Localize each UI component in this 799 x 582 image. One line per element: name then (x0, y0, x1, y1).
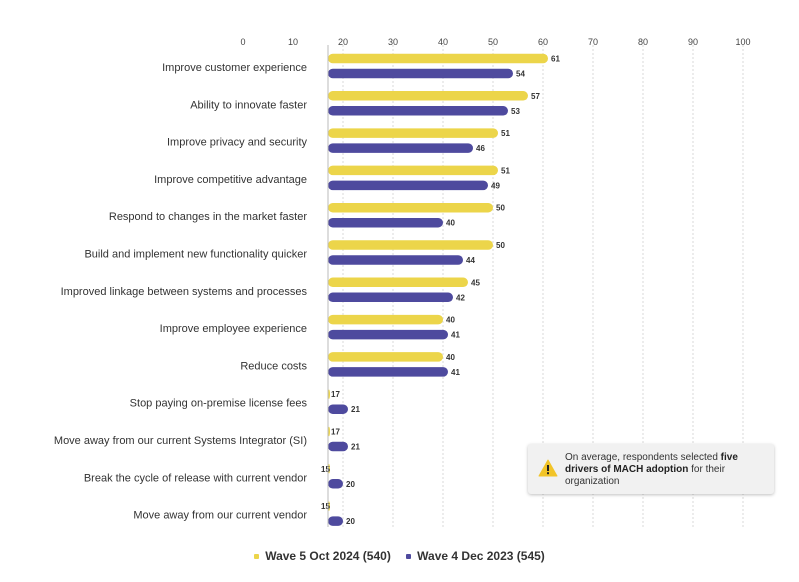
category-label: Move away from our current Systems Integ… (54, 435, 307, 447)
category-labels: Improve customer experience Ability to in… (54, 62, 308, 522)
value-label-wave4: 46 (476, 144, 485, 153)
category-label: Move away from our current vendor (133, 510, 307, 522)
legend-swatch-wave4 (406, 554, 412, 560)
category-label: Break the cycle of release with current … (84, 472, 308, 484)
warning-icon (538, 459, 558, 477)
bar-wave4 (328, 404, 348, 414)
bar-wave5 (328, 202, 493, 213)
value-label-wave5: 15 (321, 502, 330, 511)
category-label: Improve privacy and security (167, 137, 307, 149)
legend-swatch-wave5 (254, 554, 260, 560)
value-label-wave5: 50 (496, 241, 505, 250)
value-label-wave4: 44 (466, 256, 475, 265)
value-label-wave5: 45 (471, 278, 480, 287)
value-label-wave5: 17 (331, 390, 340, 399)
bar-wave4 (328, 217, 443, 228)
bar-wave5 (328, 128, 498, 138)
category-label: Stop paying on-premise license fees (130, 398, 308, 410)
value-label-wave5: 57 (531, 92, 540, 101)
legend-item-wave5: Wave 5 Oct 2024 (540) (254, 549, 391, 563)
bar-wave4 (328, 180, 488, 191)
value-label-wave4: 49 (491, 181, 500, 190)
value-label-wave5: 50 (496, 204, 505, 213)
x-tick-label: 90 (688, 37, 698, 47)
value-label-wave5: 51 (501, 129, 510, 138)
bar-wave4 (328, 329, 448, 340)
value-label-wave4: 42 (456, 293, 465, 302)
bar-wave4 (328, 367, 448, 377)
bar-wave4 (328, 516, 343, 526)
value-label-wave5: 17 (331, 428, 340, 437)
category-label: Improve customer experience (162, 62, 307, 74)
bar-wave4 (328, 106, 508, 116)
value-label-wave4: 40 (446, 219, 455, 228)
value-label-wave4: 41 (451, 368, 460, 377)
x-tick-label: 20 (338, 37, 348, 47)
legend: Wave 5 Oct 2024 (540) Wave 4 Dec 2023 (5… (0, 549, 799, 563)
bar-wave5 (328, 53, 548, 64)
value-label-wave4: 41 (451, 331, 460, 340)
info-note: On average, respondents selected five dr… (528, 444, 774, 494)
value-label-wave4: 21 (351, 443, 360, 452)
category-label: Improve competitive advantage (154, 174, 307, 186)
bar-wave5 (328, 91, 528, 101)
bar-wave4 (328, 441, 348, 452)
gridlines (342, 45, 744, 527)
value-label-wave4: 54 (516, 70, 525, 79)
note-highlight: five drivers of MACH adoption (565, 452, 738, 475)
category-label: Improve employee experience (160, 323, 307, 335)
category-label: Improved linkage between systems and pro… (61, 286, 308, 298)
bar-wave4 (328, 143, 473, 153)
bar-wave4 (328, 292, 453, 303)
bar-wave5 (328, 352, 443, 362)
value-label-wave5: 61 (551, 55, 560, 64)
category-label: Ability to innovate faster (190, 99, 307, 111)
note-text: On average, respondents selected five dr… (565, 452, 738, 487)
category-label: Respond to changes in the market faster (109, 211, 307, 223)
x-tick-label: 80 (638, 37, 648, 47)
x-tick-label: 60 (538, 37, 548, 47)
bar-wave5 (328, 277, 468, 288)
value-label-wave5: 51 (501, 166, 510, 175)
value-label-wave5: 40 (446, 316, 455, 325)
x-tick-label: 40 (438, 37, 448, 47)
x-axis-ticks: 0 10 20 30 40 50 60 70 80 90 100 (240, 37, 750, 47)
x-tick-label: 0 (240, 37, 245, 47)
category-label: Reduce costs (240, 360, 307, 372)
bar-wave4 (328, 479, 343, 489)
value-label-wave4: 53 (511, 107, 520, 116)
value-label-wave4: 20 (346, 480, 355, 489)
bars (328, 53, 548, 526)
bar-wave4 (328, 68, 513, 79)
x-tick-label: 70 (588, 37, 598, 47)
value-label-wave4: 21 (351, 405, 360, 414)
value-label-wave4: 20 (346, 517, 355, 526)
legend-item-wave4: Wave 4 Dec 2023 (545) (406, 549, 545, 563)
x-tick-label: 10 (288, 37, 298, 47)
x-tick-label: 50 (488, 37, 498, 47)
category-label: Build and implement new functionality qu… (84, 249, 307, 261)
bar-wave5 (328, 314, 443, 325)
bar-wave5 (328, 165, 498, 176)
x-tick-label: 100 (735, 37, 750, 47)
bar-wave5 (328, 240, 493, 250)
value-label-wave5: 40 (446, 353, 455, 362)
bar-wave4 (328, 255, 463, 265)
value-labels: 6154575351465149504050444542404140411721… (321, 55, 560, 527)
value-label-wave5: 15 (321, 465, 330, 474)
x-tick-label: 30 (388, 37, 398, 47)
